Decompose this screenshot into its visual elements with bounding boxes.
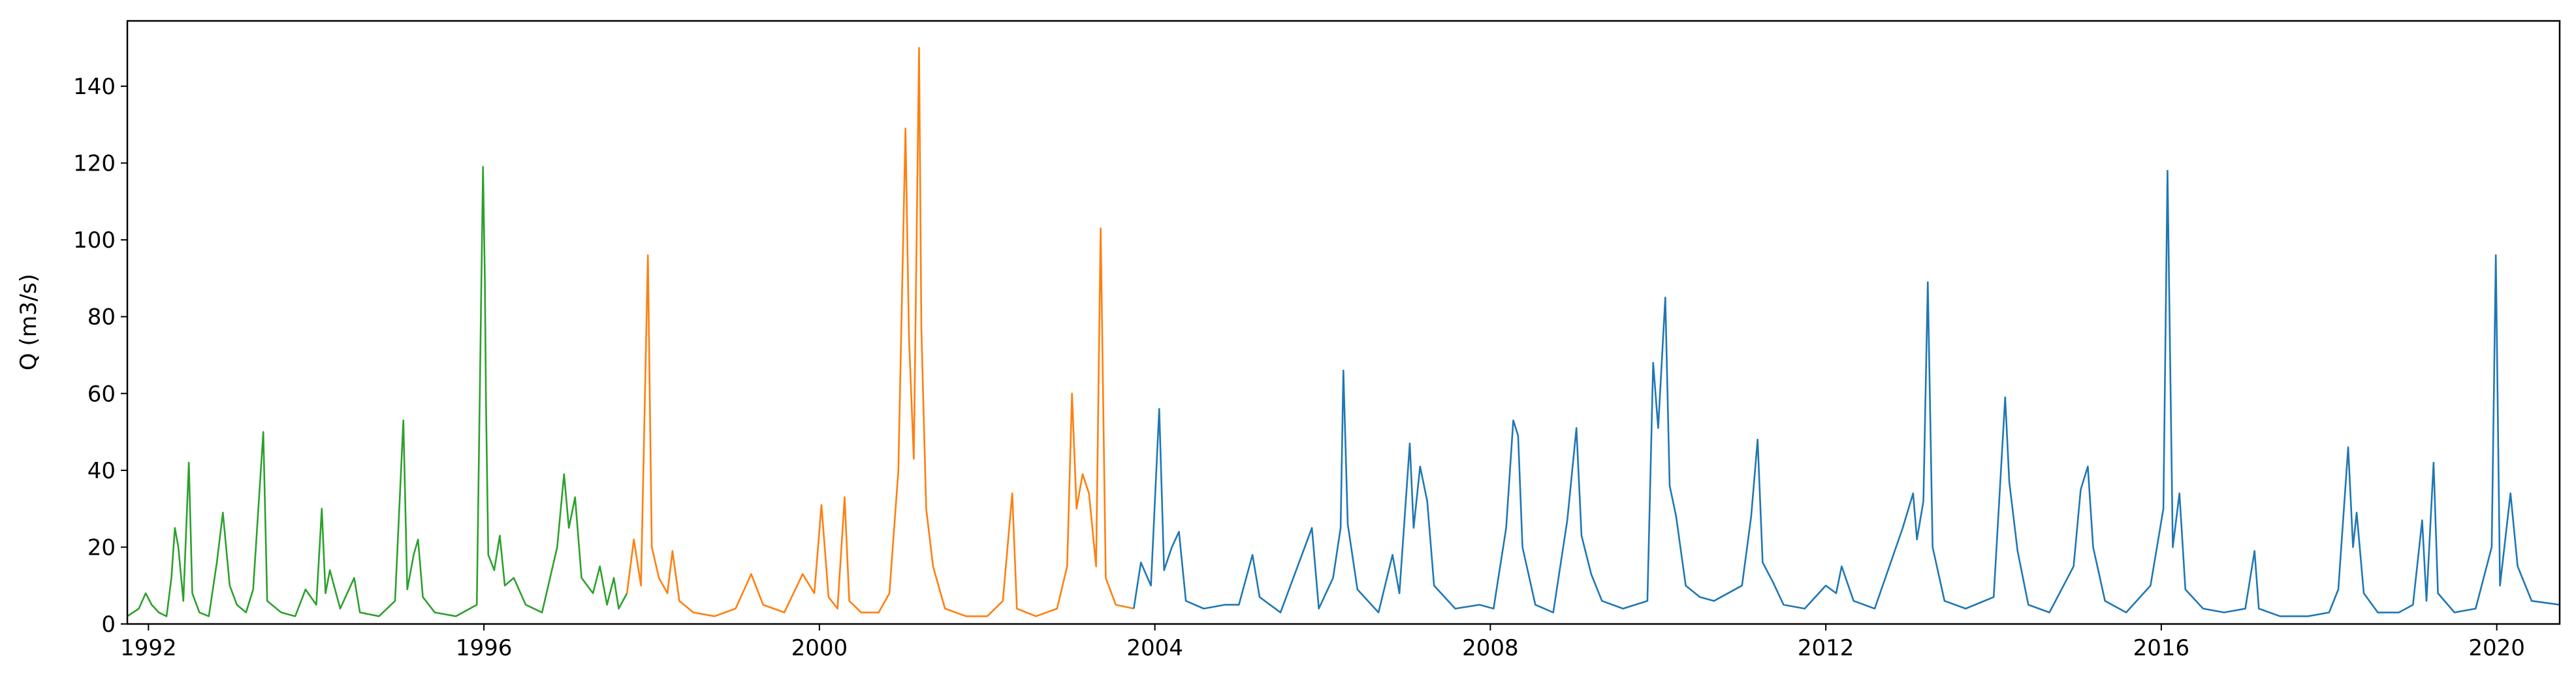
x-tick-label: 2000 [791, 635, 848, 661]
series-layer [127, 46, 2560, 617]
y-tick-label: 40 [87, 458, 116, 484]
series-line-2 [626, 46, 1134, 617]
x-tick-label: 2016 [2133, 635, 2190, 661]
x-tick-label: 1992 [120, 635, 177, 661]
x-axis-ticks: 1992 1996 2000 2004 2008 2012 2016 2020 [120, 624, 2525, 661]
x-tick-label: 2008 [1462, 635, 1519, 661]
y-axis-label: Q (m3/s) [16, 274, 42, 370]
plot-frame [126, 20, 2561, 625]
y-tick-label: 100 [73, 227, 116, 254]
x-tick-label: 2004 [1126, 635, 1183, 661]
y-tick-label: 120 [73, 151, 116, 177]
x-tick-label: 1996 [456, 635, 513, 661]
y-axis-ticks: 0 20 40 60 80 100 120 140 [73, 74, 127, 638]
y-tick-label: 0 [101, 612, 116, 638]
y-tick-label: 60 [87, 381, 116, 407]
y-tick-label: 20 [87, 534, 116, 561]
x-tick-label: 2020 [2468, 635, 2525, 661]
x-tick-label: 2012 [1798, 635, 1854, 661]
y-tick-label: 80 [87, 304, 116, 331]
y-tick-label: 140 [73, 74, 116, 100]
series-line-3 [1133, 169, 2560, 617]
series-line-1 [127, 166, 628, 617]
